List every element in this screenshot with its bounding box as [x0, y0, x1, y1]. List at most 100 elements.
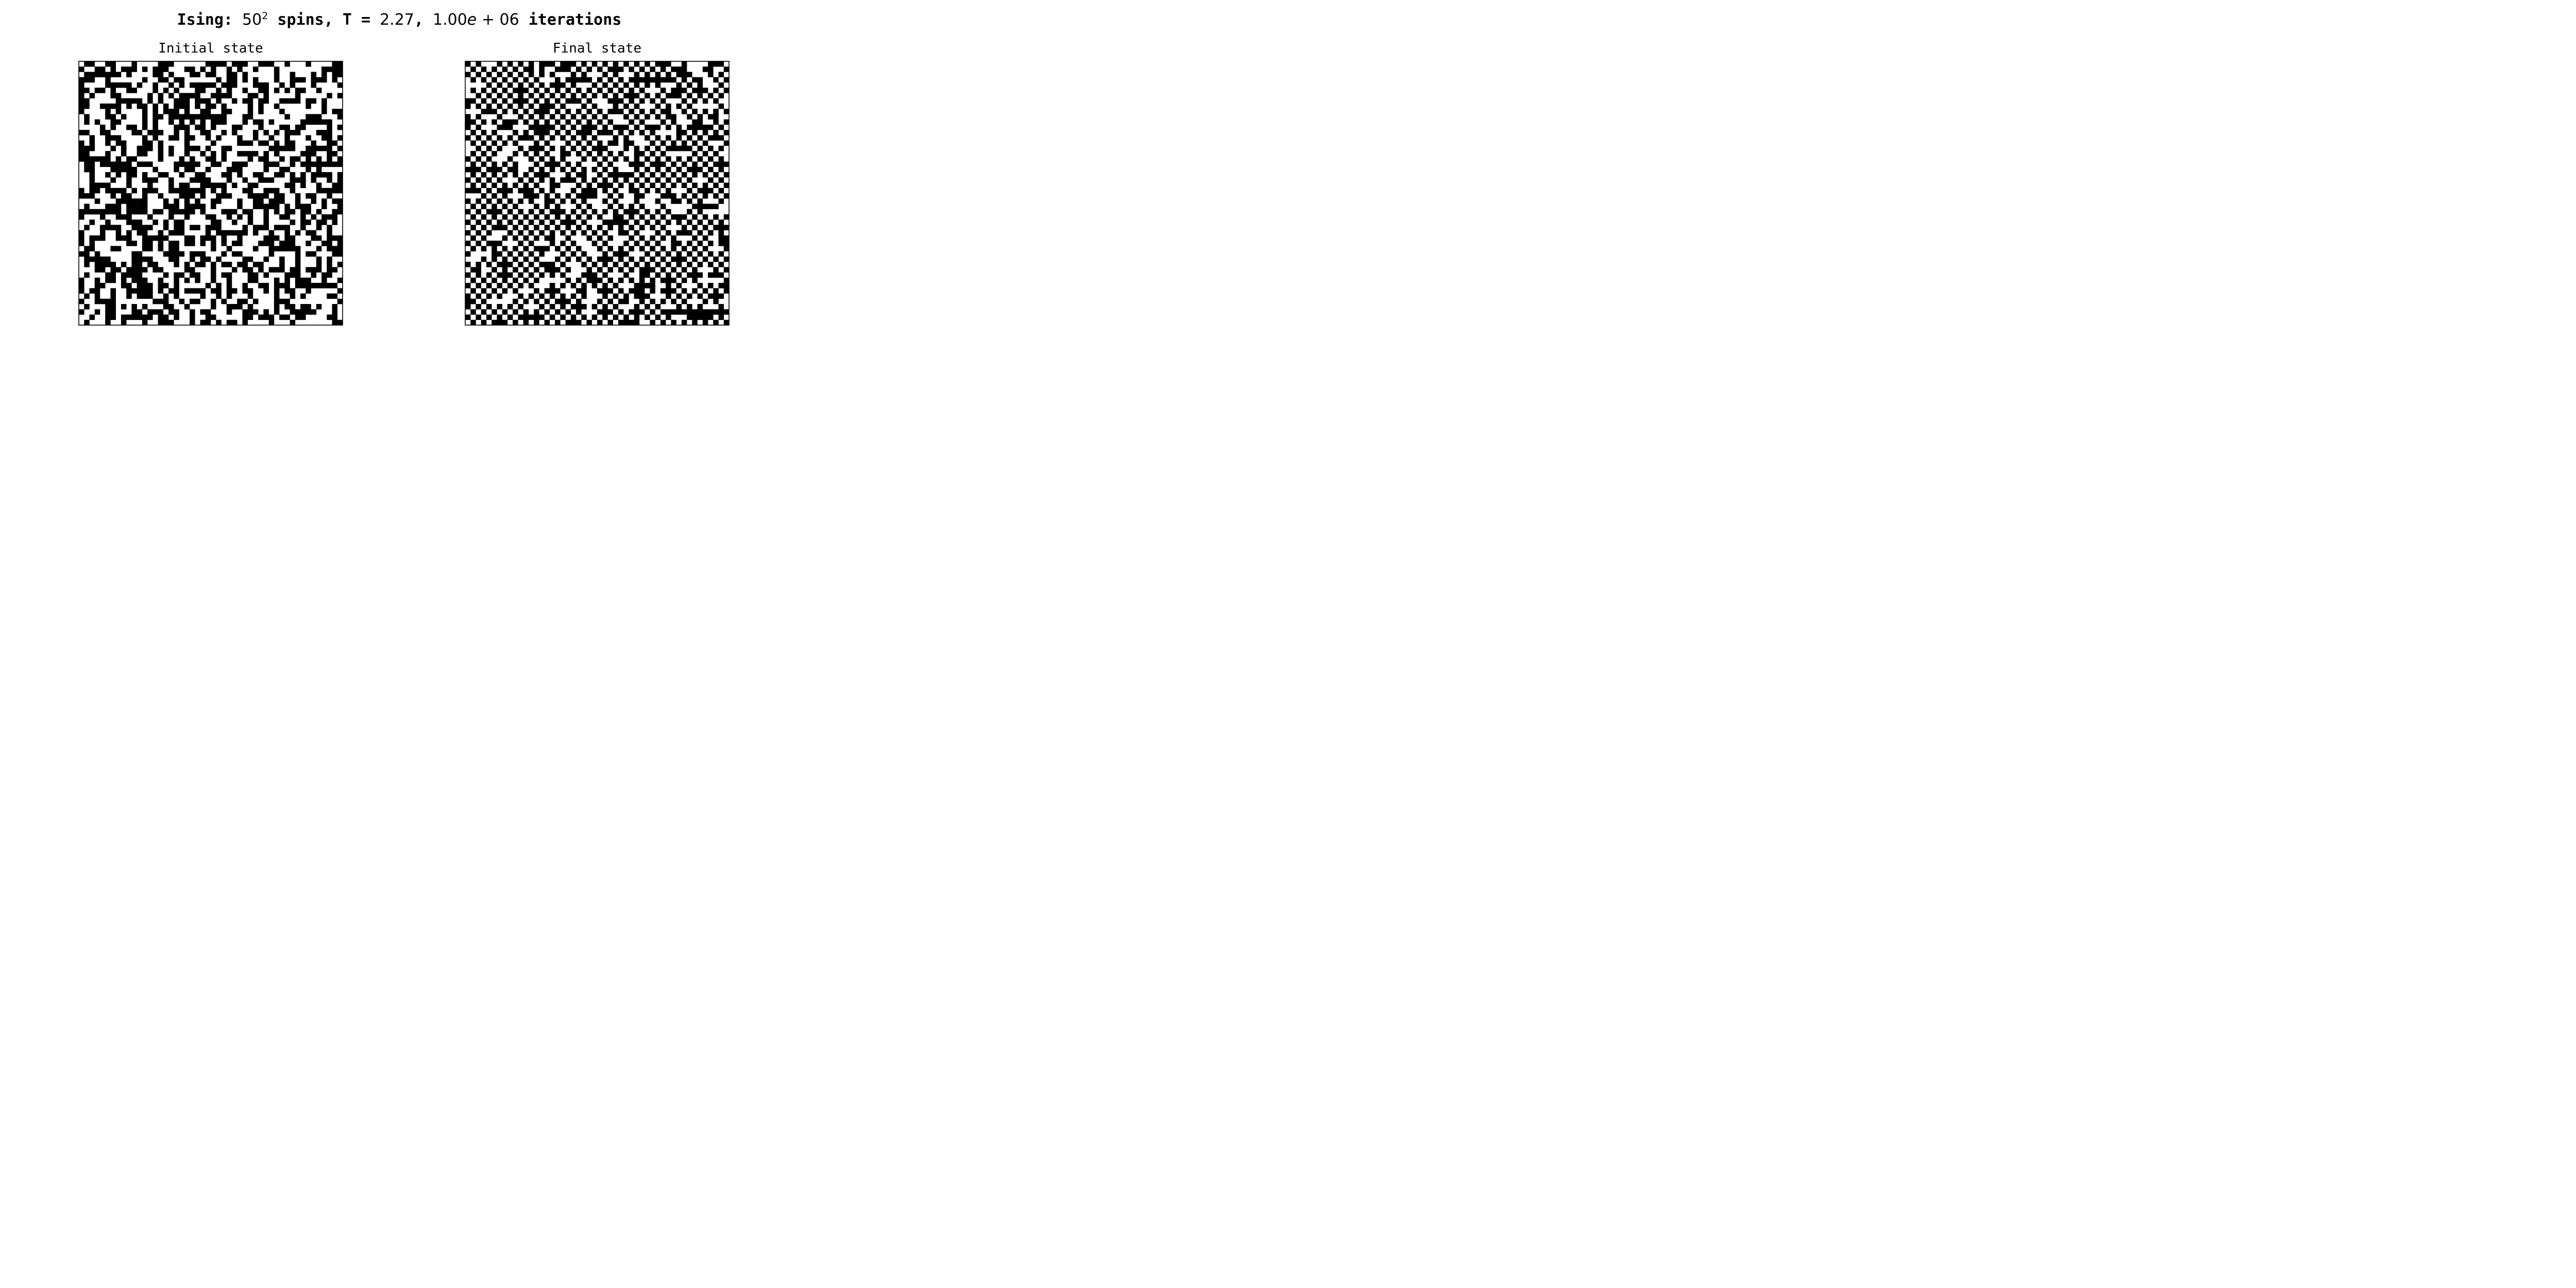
spin-up-cell: [497, 166, 502, 173]
spin-up-cell: [713, 61, 719, 67]
spin-up-cell: [650, 267, 655, 273]
spin-up-cell: [94, 235, 100, 241]
spin-up-cell: [311, 145, 317, 151]
spin-up-cell: [195, 93, 200, 98]
lattice-size-base: 50: [242, 11, 262, 29]
spin-up-cell: [555, 209, 561, 215]
spin-up-cell: [591, 135, 598, 141]
spin-up-cell: [321, 145, 327, 151]
spin-up-cell: [492, 267, 497, 273]
spin-up-cell: [184, 161, 190, 167]
spin-up-cell: [327, 188, 332, 194]
spin-up-cell: [565, 214, 571, 220]
spin-up-cell: [570, 283, 577, 289]
spin-up-cell: [560, 61, 566, 67]
spin-up-cell: [607, 77, 614, 83]
spin-up-cell: [110, 66, 116, 72]
spin-up-cell: [634, 198, 640, 204]
spin-up-cell: [184, 214, 190, 220]
spin-up-cell: [666, 309, 671, 315]
spin-up-cell: [84, 161, 90, 167]
spin-up-cell: [549, 288, 555, 294]
spin-up-cell: [300, 119, 306, 125]
spin-up-cell: [284, 140, 290, 146]
spin-up-cell: [290, 188, 296, 194]
spin-up-cell: [666, 262, 671, 267]
spin-up-cell: [337, 262, 343, 267]
spin-up-cell: [179, 188, 185, 194]
spin-up-cell: [158, 246, 164, 251]
spin-up-cell: [158, 93, 164, 98]
spin-up-cell: [121, 272, 127, 278]
spin-up-cell: [486, 219, 492, 225]
spin-up-cell: [295, 283, 301, 289]
spin-up-cell: [211, 219, 216, 225]
spin-up-cell: [79, 130, 84, 135]
spin-up-cell: [190, 298, 195, 304]
spin-up-cell: [570, 251, 577, 257]
spin-up-cell: [306, 145, 311, 151]
spin-up-cell: [465, 198, 471, 204]
spin-up-cell: [84, 166, 90, 173]
spin-up-cell: [507, 198, 513, 204]
spin-up-cell: [502, 188, 508, 194]
spin-up-cell: [528, 209, 534, 215]
spin-up-cell: [645, 77, 650, 83]
spin-up-cell: [163, 235, 169, 241]
spin-up-cell: [639, 298, 645, 304]
spin-up-cell: [306, 209, 311, 215]
spin-up-cell: [337, 188, 343, 194]
spin-up-cell: [570, 188, 577, 194]
spin-up-cell: [586, 109, 592, 114]
spin-up-cell: [502, 124, 508, 130]
spin-up-cell: [470, 214, 476, 220]
spin-up-cell: [306, 193, 311, 199]
spin-up-cell: [279, 246, 285, 251]
spin-up-cell: [597, 182, 603, 189]
spin-up-cell: [131, 267, 137, 273]
spin-up-cell: [237, 66, 243, 72]
spin-up-cell: [142, 161, 148, 167]
spin-up-cell: [570, 230, 577, 236]
spin-up-cell: [226, 82, 232, 88]
spin-up-cell: [470, 267, 476, 273]
spin-up-cell: [205, 156, 211, 162]
spin-up-cell: [591, 209, 598, 215]
spin-up-cell: [195, 177, 200, 183]
spin-up-cell: [534, 182, 539, 189]
spin-up-cell: [263, 193, 269, 199]
spin-up-cell: [110, 277, 116, 283]
spin-up-cell: [697, 156, 703, 162]
spin-up-cell: [337, 288, 343, 294]
spin-up-cell: [723, 267, 730, 273]
spin-up-cell: [702, 204, 708, 210]
spin-up-cell: [660, 109, 666, 114]
spin-up-cell: [676, 82, 682, 88]
spin-up-cell: [718, 61, 724, 67]
spin-up-cell: [311, 119, 317, 125]
spin-up-cell: [470, 225, 476, 230]
spin-up-cell: [158, 151, 164, 157]
spin-up-cell: [681, 66, 687, 72]
spin-up-cell: [242, 140, 248, 146]
spin-up-cell: [602, 61, 608, 67]
spin-up-cell: [316, 166, 322, 173]
spin-up-cell: [258, 61, 264, 67]
spin-up-cell: [613, 98, 619, 104]
spin-up-cell: [539, 293, 545, 299]
spin-up-cell: [274, 235, 280, 241]
spin-up-cell: [327, 241, 332, 246]
spin-up-cell: [687, 135, 692, 141]
spin-up-cell: [105, 72, 111, 78]
spin-up-cell: [660, 225, 666, 230]
spin-up-cell: [79, 309, 84, 315]
spin-up-cell: [586, 124, 592, 130]
spin-up-cell: [470, 98, 476, 104]
spin-up-cell: [723, 119, 730, 125]
spin-up-cell: [105, 204, 111, 210]
spin-up-cell: [184, 193, 190, 199]
spin-up-cell: [327, 225, 332, 230]
spin-up-cell: [486, 166, 492, 173]
spin-up-cell: [671, 93, 676, 98]
spin-up-cell: [295, 272, 301, 278]
